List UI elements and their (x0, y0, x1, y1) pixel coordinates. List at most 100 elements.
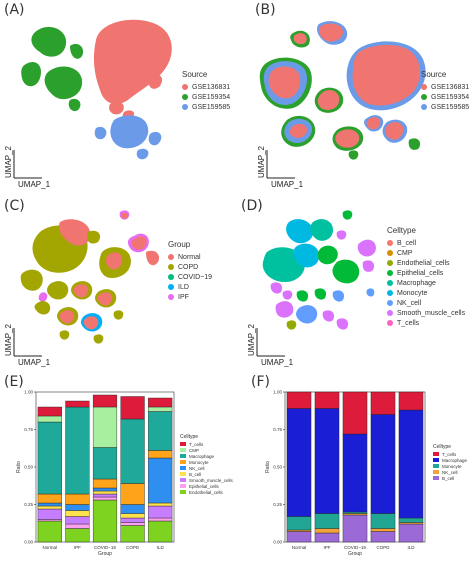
legend-swatch (433, 458, 439, 462)
bar-segment-nk-cell (148, 457, 173, 504)
bar-segment-endothelial-cells (148, 520, 173, 543)
bar-segment-b-cell (148, 502, 173, 507)
legend-item: GSE136831 (421, 82, 469, 92)
bar-segment-monocyte (148, 450, 173, 459)
bar-segment-monocyte (65, 493, 90, 505)
panel-a-legend: Source GSE136831 GSE159354 GSE159585 (182, 70, 230, 112)
y-tick-label: 0.00 (273, 540, 282, 545)
legend-item: GSE159585 (182, 102, 230, 112)
legend-label: Smooth_muscle_cells (189, 477, 233, 483)
legend-swatch (387, 280, 393, 286)
legend-label: B_cell (397, 239, 417, 247)
cluster-red-3 (109, 101, 124, 115)
stacked-bar-chart-e: 0.00 0.25 0.50 0.75 1.00 Normal IPF COVID−19 COP… (16, 390, 175, 557)
legend-label: Epithelial_cells (397, 269, 444, 277)
legend-item: GSE159585 (421, 102, 469, 112)
bar-segment-b-cell (286, 531, 312, 543)
cluster-green-2 (70, 43, 84, 59)
bar-segment-macrophage (286, 408, 312, 517)
bar-segment-nk-cell (65, 504, 90, 511)
panel-c-legend-title: Group (168, 240, 191, 249)
panel-d-legend-title: Celltype (387, 226, 416, 235)
bar-segment-monocyte (120, 483, 145, 505)
legend-item: Epithelial_cells (387, 268, 465, 278)
legend-swatch (387, 240, 393, 246)
legend-item: GSE159354 (421, 92, 469, 102)
legend-item: B_cell (387, 238, 465, 248)
legend-swatch (182, 84, 188, 90)
legend-item: Endothelial_cells (387, 258, 465, 268)
legend-item: T_cells (433, 451, 467, 457)
panel-a-ylabel: UMAP_2 (4, 145, 13, 178)
legend-label: Monocyte (442, 463, 462, 469)
panel-e-label: (E) (4, 374, 24, 390)
umap-d-axes (256, 328, 285, 357)
bar-segment-epithelial-cells (37, 519, 62, 522)
umap-d-plot (256, 210, 376, 357)
panel-c-legend: Group Normal COPD COVID−19 ILD IPF (168, 240, 212, 302)
bar-segment-cmp (148, 406, 173, 412)
bar-segment-nk-cell (92, 487, 118, 492)
bar-segment-nk-cell (120, 504, 145, 514)
legend-label: B_cell (189, 471, 202, 477)
bar-segment-smooth-muscle-cells (92, 493, 118, 498)
bar-segment-t-cells (37, 406, 62, 417)
legend-item: Smooth_muscle_cells (387, 308, 465, 318)
bar-segment-nk-cell (314, 528, 340, 534)
legend-item: NK_cell (433, 469, 467, 475)
panel-f-legend: Celltype T_cells Macrophage Monocyte NK_cel… (433, 444, 467, 481)
bar-segment-endothelial-cells (37, 520, 62, 543)
legend-item: GSE136831 (182, 82, 230, 92)
legend-swatch (387, 250, 393, 256)
legend-label: GSE136831 (192, 83, 231, 91)
y-axis-label: Ratio (265, 461, 271, 473)
legend-swatch (168, 274, 174, 280)
legend-swatch (182, 94, 188, 100)
legend-label: GSE159354 (431, 93, 470, 101)
legend-label: T_cells (189, 441, 204, 447)
legend-swatch (168, 294, 174, 300)
x-tick-label: COPD (376, 545, 390, 550)
legend-item: Smooth_muscle_cells (180, 477, 233, 483)
panel-c-label: (C) (4, 198, 25, 214)
legend-label: Monocyte (189, 459, 209, 465)
panel-b-xlabel: UMAP_1 (271, 180, 304, 189)
legend-label: Epithelial_cells (189, 483, 219, 489)
cluster-red-main (93, 19, 172, 105)
y-axis-label: Ratio (16, 461, 22, 473)
legend-label: NK_cell (189, 465, 205, 471)
panel-c: (C) (0, 192, 237, 372)
x-tick-label: IPF (74, 545, 81, 550)
y-tick-label: 0.00 (24, 540, 33, 545)
legend-label: B_cell (442, 475, 455, 481)
panel-e: (E) 0.00 0.25 0.50 0.75 1.00 Normal IPF COVID−1… (0, 374, 237, 563)
y-tick-label: 0.50 (273, 465, 282, 470)
cluster-blue-1 (110, 115, 149, 149)
legend-label: Macrophage (397, 279, 436, 287)
legend-item: CMP (387, 248, 465, 258)
bar-segment-b-cell (120, 513, 145, 519)
y-tick-label: 0.75 (273, 427, 282, 432)
bar-segment-macrophage (92, 447, 118, 480)
panel-a-legend-title: Source (182, 70, 208, 79)
bar-segment-epithelial-cells (65, 523, 90, 529)
umap-a-clusters (21, 19, 172, 160)
legend-label: Monocyte (397, 289, 428, 297)
legend-label: COVID−19 (178, 273, 213, 281)
legend-swatch (433, 470, 439, 474)
bar-segment-nk-cell (370, 528, 396, 532)
bar-segment-b-cell (342, 514, 368, 543)
legend-swatch (387, 260, 393, 266)
legend-item: ILD (168, 282, 212, 292)
legend-label: NK_cell (397, 299, 422, 307)
bar-segment-monocyte (37, 493, 62, 504)
umap-b-axes (266, 150, 295, 179)
panel-b-label: (B) (255, 2, 276, 18)
legend-swatch (180, 442, 186, 446)
legend-swatch (387, 290, 393, 296)
y-tick-label: 0.25 (273, 502, 282, 507)
bar-segment-monocyte (370, 513, 396, 529)
bar-segment-nk-cell (398, 522, 424, 525)
umap-d-clusters (262, 210, 376, 330)
bar-segment-macrophage (37, 421, 62, 495)
